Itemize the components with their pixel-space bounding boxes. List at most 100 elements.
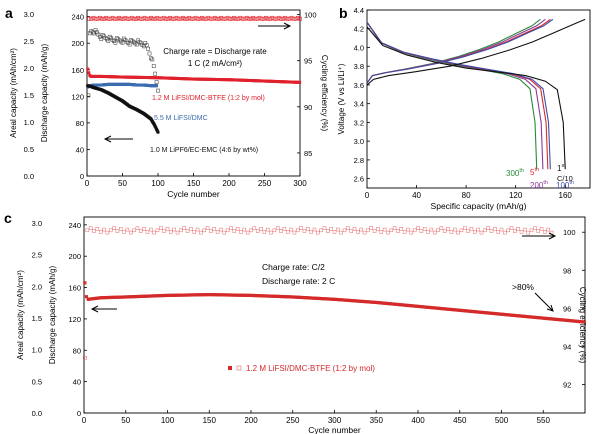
data-point-c	[534, 315, 538, 320]
data-point-c	[347, 298, 351, 302]
data-point-c	[265, 294, 269, 298]
data-point-c	[443, 307, 448, 311]
efficiency-point-red	[104, 15, 109, 20]
discharge-curve-1	[366, 21, 551, 170]
x-tick-label-b-4: 160	[559, 191, 573, 200]
data-point-c	[527, 315, 531, 319]
efficiency-point-c-first	[83, 356, 87, 360]
efficiency-point-c	[386, 230, 390, 235]
efficiency-point-red	[295, 15, 300, 20]
data-point-c	[477, 310, 481, 314]
data-point-c	[260, 294, 264, 298]
data-point-c	[428, 305, 433, 310]
data-point-c	[418, 305, 423, 309]
data-point-c	[388, 302, 393, 306]
data-point-c	[420, 305, 424, 309]
efficiency-point-c	[98, 230, 103, 234]
x-tick-label-c-0: 0	[82, 416, 87, 425]
x-tick-label-b-2: 80	[462, 191, 471, 200]
efficiency-point-c	[145, 230, 150, 234]
data-point-c	[390, 302, 394, 306]
data-point-c	[410, 304, 414, 308]
efficiency-point-c	[179, 228, 183, 233]
efficiency-point-red	[229, 16, 234, 21]
efficiency-point-c	[255, 229, 260, 233]
efficiency-point-c	[312, 227, 317, 232]
data-point-c	[348, 298, 352, 303]
efficiency-point-red	[140, 16, 145, 21]
data-point-c	[337, 298, 341, 302]
efficiency-point-c	[296, 228, 300, 233]
data-point-c	[296, 295, 301, 299]
efficiency-point-c	[483, 228, 487, 233]
data-point-c	[308, 296, 312, 300]
eff-tick-label-a-3: 100	[304, 11, 317, 20]
data-point-c	[275, 294, 279, 298]
data-point-a-series-2	[156, 130, 160, 134]
data-point-c	[191, 293, 195, 297]
data-point-c	[310, 296, 314, 300]
data-point-c	[135, 294, 139, 299]
data-point-c	[542, 316, 546, 320]
data-point-c	[430, 306, 434, 310]
efficiency-point-c	[199, 230, 203, 235]
efficiency-point-black	[86, 93, 91, 98]
efficiency-point-c	[155, 228, 160, 233]
cycle-label-main: 100	[556, 181, 570, 190]
efficiency-point-c	[316, 230, 320, 235]
data-point-c	[485, 311, 489, 315]
efficiency-point-red	[121, 16, 126, 21]
efficiency-point-c	[299, 226, 303, 230]
efficiency-point-c	[499, 227, 504, 232]
data-point-c	[251, 293, 256, 298]
efficiency-point-c	[396, 229, 400, 233]
eff-tick-label-a-0: 85	[304, 149, 312, 158]
data-point-c	[155, 294, 159, 298]
efficiency-point-black	[154, 80, 159, 84]
y2-tick-label-c-2: 80	[73, 346, 81, 355]
efficiency-point-c	[309, 230, 313, 234]
efficiency-point-c	[402, 230, 407, 234]
data-point-c	[582, 320, 586, 324]
data-point-c	[544, 316, 548, 320]
efficiency-point-c	[152, 230, 156, 235]
efficiency-point-red	[255, 16, 260, 21]
data-point-c	[560, 318, 565, 322]
efficiency-point-red	[232, 15, 236, 20]
data-point-c	[178, 293, 182, 297]
data-point-c	[176, 293, 180, 297]
data-point-c	[195, 293, 199, 297]
data-point-c	[545, 316, 550, 321]
efficiency-point-c	[349, 229, 353, 233]
efficiency-point-c	[122, 230, 126, 234]
arrow-left-a	[103, 135, 133, 143]
y2-tick-label-c-1: 40	[73, 378, 81, 387]
data-point-c	[302, 295, 306, 300]
data-point-c	[256, 294, 261, 298]
efficiency-point-black	[106, 38, 111, 43]
y1-tick-label-a-6: 3.0	[24, 10, 34, 19]
efficiency-point-black	[134, 42, 139, 47]
efficiency-point-red	[298, 16, 302, 21]
data-point-c	[270, 294, 274, 298]
eff-tick-label-a-2: 95	[304, 57, 312, 66]
efficiency-point-red	[289, 15, 294, 20]
cycle-label-1: 100th	[556, 180, 574, 190]
efficiency-point-c	[319, 228, 323, 233]
efficiency-point-red	[244, 15, 249, 20]
efficiency-point-red	[215, 16, 219, 21]
annotation-c-line2: Discharge rate: 2 C	[262, 276, 335, 286]
data-point-c	[535, 315, 540, 320]
efficiency-point-red	[200, 15, 204, 20]
data-point-c	[106, 295, 110, 300]
data-point-c	[315, 296, 319, 300]
data-point-c	[225, 293, 229, 297]
data-point-c	[442, 307, 446, 311]
data-point-c	[322, 297, 326, 301]
y1-axis-label-a: Areal capacity (mAh/cm²)	[9, 48, 18, 138]
data-point-c	[515, 314, 519, 318]
arrow-right-c	[522, 232, 557, 240]
data-point-c	[258, 294, 262, 298]
data-point-c	[332, 297, 336, 301]
